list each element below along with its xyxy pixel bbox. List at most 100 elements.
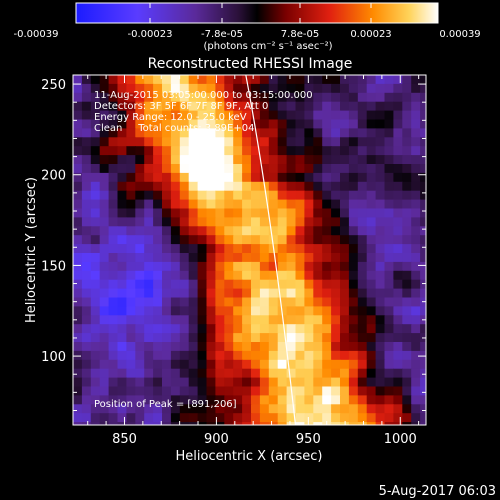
heatmap-cell	[144, 155, 154, 165]
heatmap-cell	[331, 324, 341, 334]
heatmap-cell	[367, 235, 377, 245]
heatmap-cell	[367, 271, 377, 281]
heatmap-cell	[313, 191, 323, 201]
heatmap-cell	[135, 360, 145, 370]
heatmap-cell	[367, 404, 377, 414]
heatmap-cell	[385, 289, 395, 299]
heatmap-cell	[367, 369, 377, 379]
heatmap-cell	[144, 378, 154, 388]
heatmap-cell	[376, 360, 386, 370]
heatmap-cell	[411, 102, 421, 112]
heatmap-cell	[296, 102, 306, 112]
heatmap-cell	[278, 413, 288, 423]
heatmap-cell	[260, 395, 270, 405]
heatmap-cell	[171, 209, 181, 219]
heatmap-cell	[313, 128, 323, 138]
heatmap-cell	[287, 120, 297, 130]
heatmap-cell	[171, 333, 181, 343]
heatmap-cell	[367, 75, 377, 85]
heatmap-cell	[207, 280, 217, 290]
heatmap-cell	[349, 226, 359, 236]
heatmap-cell	[153, 253, 163, 263]
heatmap-cell	[251, 395, 261, 405]
heatmap-cell	[385, 306, 395, 316]
heatmap-cell	[180, 226, 190, 236]
heatmap-cell	[331, 209, 341, 219]
heatmap-cell	[118, 217, 128, 227]
heatmap-cell	[411, 413, 421, 423]
heatmap-cell	[207, 342, 217, 352]
heatmap-cell	[296, 164, 306, 174]
heatmap-cell	[340, 182, 350, 192]
heatmap-cell	[278, 395, 288, 405]
heatmap-cell	[260, 244, 270, 254]
heatmap-cell	[331, 102, 341, 112]
heatmap-cell	[313, 280, 323, 290]
heatmap-cell	[358, 280, 368, 290]
heatmap-cell	[402, 306, 412, 316]
heatmap-cell	[278, 164, 288, 174]
heatmap-cell	[296, 120, 306, 130]
heatmap-cell	[180, 146, 190, 156]
heatmap-cell	[349, 75, 359, 85]
heatmap-cell	[118, 324, 128, 334]
heatmap-cell	[207, 253, 217, 263]
heatmap-cell	[349, 387, 359, 397]
x-tick-labels: 850 900 950 1000	[112, 432, 417, 447]
heatmap-cell	[331, 155, 341, 165]
heatmap-cell	[411, 191, 421, 201]
heatmap-cell	[153, 342, 163, 352]
heatmap-cell	[367, 351, 377, 361]
heatmap-cell	[367, 120, 377, 130]
heatmap-cell	[162, 324, 172, 334]
heatmap-cell	[242, 217, 252, 227]
heatmap-cell	[118, 244, 128, 254]
heatmap-cell	[207, 191, 217, 201]
heatmap-cell	[393, 155, 403, 165]
heatmap-cell	[278, 404, 288, 414]
heatmap-cell	[73, 306, 83, 316]
heatmap-cell	[385, 280, 395, 290]
heatmap-cell	[189, 351, 199, 361]
heatmap-cell	[207, 271, 217, 281]
heatmap-cell	[322, 253, 332, 263]
heatmap-cell	[420, 226, 430, 236]
heatmap-cell	[313, 395, 323, 405]
heatmap-cell	[376, 164, 386, 174]
heatmap-cell	[73, 280, 83, 290]
heatmap-cell	[402, 280, 412, 290]
heatmap-cell	[304, 164, 314, 174]
heatmap-cell	[304, 235, 314, 245]
heatmap-cell	[135, 422, 145, 432]
heatmap-cell	[278, 324, 288, 334]
heatmap-cell	[135, 200, 145, 210]
heatmap-cell	[313, 378, 323, 388]
heatmap-cell	[420, 209, 430, 219]
heatmap-cell	[322, 93, 332, 103]
heatmap-cell	[198, 351, 208, 361]
heatmap-cell	[411, 369, 421, 379]
heatmap-cell	[349, 128, 359, 138]
heatmap-cell	[180, 351, 190, 361]
heatmap-cell	[242, 342, 252, 352]
heatmap-cell	[278, 111, 288, 121]
heatmap-cell	[91, 137, 101, 147]
heatmap-cell	[385, 137, 395, 147]
heatmap-cell	[402, 315, 412, 325]
heatmap-cell	[411, 306, 421, 316]
heatmap-cell	[144, 315, 154, 325]
heatmap-cell	[331, 235, 341, 245]
heatmap-cell	[269, 395, 279, 405]
heatmap-cell	[322, 120, 332, 130]
heatmap-cell	[242, 324, 252, 334]
heatmap-cell	[287, 235, 297, 245]
heatmap-cell	[144, 289, 154, 299]
heatmap-cell	[367, 253, 377, 263]
heatmap-cell	[198, 324, 208, 334]
heatmap-cell	[349, 404, 359, 414]
heatmap-cell	[296, 209, 306, 219]
heatmap-cell	[331, 111, 341, 121]
heatmap-cell	[207, 333, 217, 343]
heatmap-cell	[349, 378, 359, 388]
heatmap-cell	[180, 200, 190, 210]
